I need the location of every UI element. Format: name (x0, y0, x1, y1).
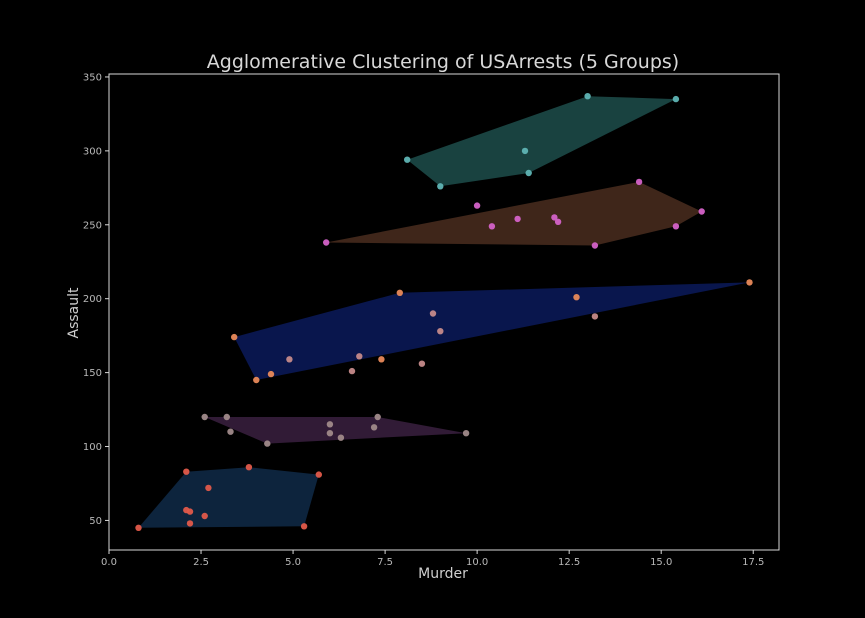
x-axis-label: Murder (418, 566, 468, 582)
data-point-cluster-2 (488, 223, 496, 230)
data-point-cluster-5 (205, 484, 212, 492)
y-tick-label: 350 (83, 72, 102, 83)
data-point-cluster-1 (437, 183, 444, 190)
data-point-cluster-4 (264, 440, 271, 447)
data-point-cluster-1 (521, 147, 529, 155)
data-point-cluster-2 (514, 215, 521, 223)
points-layer (135, 93, 753, 531)
data-point-cluster-3 (591, 313, 599, 320)
data-point-cluster-5 (201, 512, 208, 520)
data-point-cluster-3 (286, 356, 293, 363)
data-point-cluster-5 (183, 468, 190, 475)
data-point-cluster-3 (429, 310, 437, 317)
data-point-cluster-3 (746, 279, 753, 286)
data-point-cluster-5 (300, 523, 308, 530)
y-tick-label: 250 (83, 220, 102, 231)
data-point-cluster-3 (253, 376, 260, 384)
x-tick-label: 17.5 (742, 557, 764, 568)
data-point-cluster-2 (635, 178, 643, 186)
data-point-cluster-4 (374, 413, 381, 421)
cluster-hull-3 (234, 282, 750, 380)
data-point-cluster-1 (404, 156, 411, 163)
data-point-cluster-4 (326, 430, 334, 437)
data-point-cluster-2 (554, 218, 562, 225)
y-tick-label: 50 (89, 516, 102, 527)
x-tick-label: 15.0 (650, 557, 672, 568)
y-tick-label: 300 (83, 146, 102, 157)
x-axis: 0.0 2.5 5.0 7.5 10.0 12.5 15.0 17.5 (101, 550, 764, 568)
y-axis-label: Assault (66, 287, 82, 339)
data-point-cluster-5 (315, 471, 322, 478)
data-point-cluster-1 (525, 169, 532, 177)
data-point-cluster-1 (584, 93, 591, 100)
hull-layer (138, 96, 750, 528)
data-point-cluster-3 (231, 333, 238, 341)
data-point-cluster-3 (437, 328, 444, 335)
chart-title: Agglomerative Clustering of USArrests (5… (207, 51, 679, 73)
data-point-cluster-3 (348, 367, 356, 375)
data-point-cluster-3 (378, 356, 385, 363)
cluster-hull-2 (326, 181, 702, 246)
data-point-cluster-3 (418, 360, 426, 367)
x-tick-label: 12.5 (558, 557, 580, 568)
cluster-hull-5 (138, 467, 319, 528)
x-tick-label: 7.5 (377, 557, 393, 568)
data-point-cluster-2 (591, 242, 599, 249)
data-point-cluster-3 (356, 353, 363, 360)
data-point-cluster-4 (201, 413, 208, 421)
data-point-cluster-2 (672, 223, 680, 230)
data-point-cluster-1 (672, 95, 680, 103)
data-point-cluster-3 (396, 289, 403, 296)
x-tick-label: 5.0 (285, 557, 301, 568)
data-point-cluster-4 (326, 421, 334, 428)
data-point-cluster-4 (370, 424, 378, 431)
data-point-cluster-5 (135, 524, 142, 531)
y-tick-label: 200 (83, 294, 102, 305)
cluster-hull-4 (204, 417, 467, 444)
y-tick-label: 100 (83, 442, 102, 453)
y-axis: 50 100 150 200 250 300 350 (83, 72, 109, 527)
data-point-cluster-3 (267, 370, 275, 378)
data-point-cluster-4 (337, 434, 345, 441)
x-tick-label: 10.0 (466, 557, 488, 568)
data-point-cluster-4 (227, 428, 234, 435)
data-point-cluster-2 (698, 208, 705, 215)
cluster-hull-1 (407, 96, 676, 187)
data-point-cluster-5 (245, 464, 253, 471)
data-point-cluster-5 (186, 508, 194, 515)
plot-frame (108, 73, 780, 551)
data-point-cluster-3 (573, 294, 580, 301)
data-point-cluster-4 (462, 430, 470, 437)
data-point-cluster-4 (223, 413, 230, 421)
data-point-cluster-5 (186, 520, 194, 527)
data-point-cluster-2 (323, 239, 330, 246)
y-tick-label: 150 (83, 368, 102, 379)
x-tick-label: 0.0 (101, 557, 117, 568)
data-point-cluster-2 (473, 202, 481, 209)
data-point-cluster-2 (551, 214, 558, 221)
x-tick-label: 2.5 (193, 557, 209, 568)
